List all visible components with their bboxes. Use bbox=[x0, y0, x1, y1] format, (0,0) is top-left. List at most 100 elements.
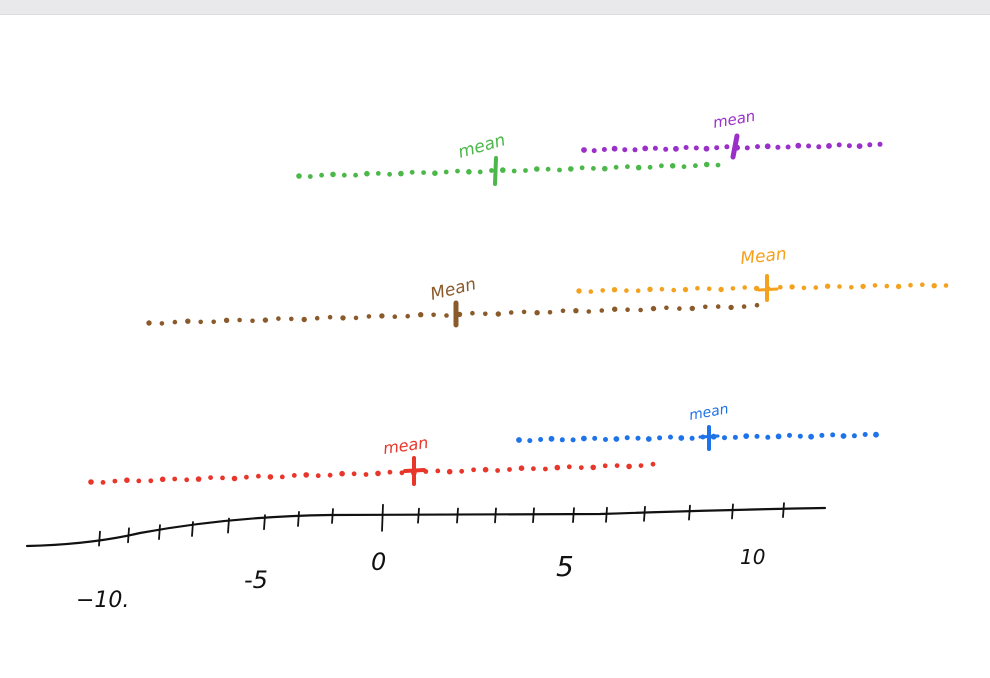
purple-dot bbox=[795, 142, 802, 149]
brown-dot bbox=[754, 302, 760, 308]
blue-dot bbox=[797, 433, 803, 439]
blue-dot bbox=[527, 438, 533, 444]
green-dot bbox=[341, 172, 347, 178]
orange-dot bbox=[647, 286, 653, 292]
brown-dot bbox=[353, 315, 359, 321]
red-dot bbox=[208, 475, 214, 480]
red-dot bbox=[650, 461, 656, 467]
blue-dot bbox=[603, 437, 608, 442]
green-dot bbox=[364, 170, 370, 177]
purple-dot bbox=[806, 143, 812, 149]
blue-dot bbox=[775, 433, 782, 440]
dot-row-brown bbox=[146, 302, 760, 326]
orange-dot bbox=[718, 286, 724, 293]
orange-dot bbox=[742, 285, 747, 290]
number-line-ticks bbox=[98, 502, 785, 547]
purple-dot bbox=[622, 147, 628, 153]
axis-tick bbox=[98, 530, 101, 547]
green-dot bbox=[715, 162, 721, 168]
green-dot bbox=[613, 164, 619, 170]
brown-dot bbox=[431, 312, 436, 318]
mean-label-purple: mean bbox=[712, 107, 757, 132]
red-dot bbox=[387, 469, 393, 475]
brown-dot bbox=[586, 309, 592, 314]
red-dot bbox=[256, 473, 261, 479]
blue-dot bbox=[851, 433, 857, 439]
blue-dot bbox=[538, 437, 544, 442]
blue-dot bbox=[722, 435, 727, 441]
red-dot bbox=[375, 470, 381, 477]
purple-dot bbox=[683, 145, 689, 150]
brown-dot bbox=[508, 310, 514, 315]
purple-dot bbox=[755, 144, 760, 150]
blue-dot bbox=[678, 435, 685, 441]
blue-dot bbox=[657, 435, 663, 441]
green-dot bbox=[398, 170, 404, 177]
orange-dot bbox=[635, 288, 641, 294]
brown-dot bbox=[418, 312, 424, 318]
red-dot bbox=[327, 472, 333, 478]
brown-dot bbox=[379, 313, 385, 319]
purple-dot bbox=[693, 145, 699, 151]
axis-tick bbox=[572, 507, 575, 523]
axis-tick bbox=[456, 507, 459, 524]
orange-dot bbox=[908, 282, 913, 288]
orange-dot bbox=[920, 282, 925, 288]
brown-dot bbox=[366, 314, 372, 319]
axis-tick bbox=[127, 527, 130, 544]
red-dot bbox=[315, 473, 321, 479]
purple-dot bbox=[591, 148, 597, 154]
orange-dot bbox=[884, 283, 890, 289]
red-dot bbox=[88, 479, 94, 485]
red-dot bbox=[446, 468, 453, 475]
purple-dot bbox=[826, 143, 832, 149]
brown-dot bbox=[495, 311, 501, 317]
red-dot bbox=[435, 468, 441, 474]
mean-label-green: mean bbox=[456, 130, 508, 163]
brown-dot bbox=[521, 309, 527, 315]
axis-tick bbox=[731, 503, 734, 520]
green-dot bbox=[602, 165, 608, 172]
blue-dot bbox=[689, 435, 695, 441]
blue-dot bbox=[808, 433, 814, 440]
red-dot bbox=[339, 470, 345, 477]
brown-dot bbox=[327, 314, 333, 320]
red-dot bbox=[112, 478, 118, 484]
brown-dot bbox=[185, 318, 191, 324]
blue-dot bbox=[743, 433, 750, 439]
axis-tick bbox=[688, 504, 691, 521]
red-dot bbox=[279, 474, 285, 480]
orange-dot bbox=[895, 283, 902, 290]
blue-dot bbox=[613, 436, 620, 442]
brown-dot bbox=[198, 319, 203, 325]
brown-dot bbox=[612, 306, 618, 312]
mean-label-brown: Mean bbox=[428, 274, 478, 305]
green-dot bbox=[500, 167, 506, 173]
red-dot bbox=[543, 466, 548, 472]
green-dot bbox=[296, 173, 302, 179]
axis-tick bbox=[494, 507, 497, 524]
green-dot bbox=[455, 168, 460, 174]
red-dot bbox=[626, 463, 632, 470]
brown-dot bbox=[741, 304, 747, 309]
orange-dot bbox=[600, 288, 605, 293]
purple-dot bbox=[846, 143, 852, 149]
blue-dot bbox=[624, 435, 630, 441]
brown-dot bbox=[172, 319, 178, 325]
mean-marker-red: mean bbox=[382, 433, 429, 486]
axis-tick bbox=[643, 505, 646, 522]
dot-row-purple bbox=[581, 141, 883, 154]
brown-dot bbox=[211, 319, 216, 325]
green-dot bbox=[625, 164, 630, 170]
green-dot bbox=[387, 171, 392, 177]
blue-dot bbox=[873, 431, 879, 438]
brown-dot bbox=[573, 308, 579, 314]
purple-dot bbox=[856, 143, 863, 150]
orange-dot bbox=[695, 286, 700, 291]
orange-dot bbox=[801, 285, 807, 291]
orange-dot bbox=[931, 283, 937, 289]
mean-marker-blue: mean bbox=[688, 401, 730, 451]
purple-dot bbox=[785, 144, 791, 150]
purple-dot bbox=[775, 144, 781, 150]
brown-dot bbox=[340, 315, 346, 321]
